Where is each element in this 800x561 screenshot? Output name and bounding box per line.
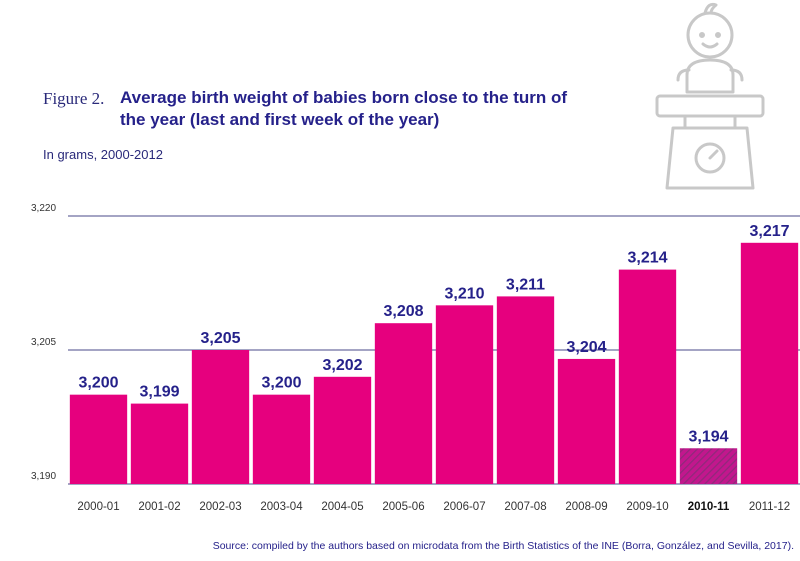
x-tick-label: 2010-11 [688,501,730,513]
x-tick-label: 2002-03 [199,501,241,513]
y-tick-label: 3,190 [31,471,56,482]
bar [313,376,372,484]
x-tick-label: 2006-07 [443,501,485,513]
bar-value-label: 3,217 [749,223,789,240]
bar-value-label: 3,200 [78,375,118,392]
bar [618,269,677,484]
bar-value-label: 3,211 [506,276,545,293]
bar-value-label: 3,202 [322,357,362,374]
bar [374,323,433,484]
bar-value-label: 3,214 [627,250,667,267]
chart-title: Average birth weight of babies born clos… [120,88,568,129]
x-tick-label: 2001-02 [138,501,180,513]
chart-subtitle: In grams, 2000-2012 [43,147,163,162]
bar [496,296,555,484]
y-tick-label: 3,205 [31,337,56,348]
x-tick-label: 2004-05 [321,501,363,513]
x-tick-label: 2003-04 [260,501,303,513]
bar [740,242,799,484]
bar-value-label: 3,200 [261,375,301,392]
x-tick-label: 2009-10 [626,501,668,513]
x-tick-label: 2000-01 [77,501,119,513]
bar-value-label: 3,204 [566,339,606,356]
bar [557,358,616,484]
bar [69,394,128,484]
bar-value-label: 3,205 [200,330,240,347]
bar [435,305,494,484]
bar-value-label: 3,210 [444,285,484,302]
bar-value-label: 3,199 [139,384,179,401]
bar [679,448,738,484]
bar-value-label: 3,208 [383,303,423,320]
x-tick-label: 2008-09 [565,501,607,513]
source-note: Source: compiled by the authors based on… [212,540,794,552]
x-tick-label: 2005-06 [382,501,424,513]
gridlines [68,215,800,485]
value-labels: 3,200 3,199 3,205 3,200 3,202 3,208 3,210 3,211… [78,223,789,445]
x-axis-ticks: 2000-01 2001-02 2002-03 2003-04 2004-05 2005-… [77,501,790,513]
y-axis-ticks: 3,190 3,205 3,220 [31,203,56,482]
figure-label: Figure 2. [43,89,105,108]
x-tick-label: 2007-08 [504,501,546,513]
bar [252,394,311,484]
x-tick-label: 2011-12 [749,501,790,513]
bar [130,403,189,484]
bar [191,350,250,484]
bar-value-label: 3,194 [688,428,728,445]
baby-on-scale-icon [655,2,765,190]
y-tick-label: 3,220 [31,203,56,214]
bars [69,242,799,484]
